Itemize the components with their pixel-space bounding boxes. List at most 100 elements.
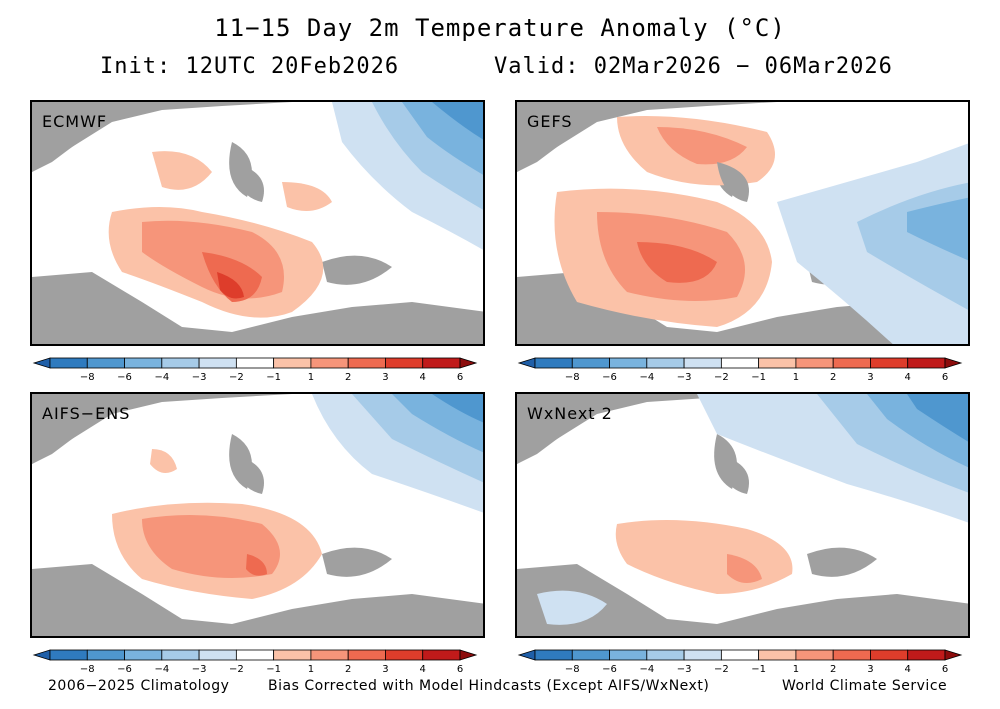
colorbar-tick-label: −8 xyxy=(565,372,580,383)
colorbar-tick-label: −2 xyxy=(714,664,729,675)
colorbar-tick-label: 2 xyxy=(830,664,836,675)
colorbar-bin xyxy=(273,649,312,661)
colorbar-bin xyxy=(571,649,610,661)
warm-anomaly xyxy=(112,449,322,599)
colorbar-bin xyxy=(124,649,163,661)
panel-label-wxnext2: WxNext 2 xyxy=(527,404,613,423)
colorbar-end-high xyxy=(459,649,478,661)
colorbar-bin xyxy=(310,357,349,369)
map-panel-gefs: GEFS xyxy=(515,100,970,346)
colorbar-tick-label: −6 xyxy=(117,664,132,675)
colorbar-tick-label: −1 xyxy=(266,664,281,675)
sea xyxy=(517,102,749,202)
colorbar-tick-label: −1 xyxy=(751,372,766,383)
colorbar-tick-label: −8 xyxy=(80,664,95,675)
colorbar-tick-label: 4 xyxy=(420,372,426,383)
colorbar-tick-label: −1 xyxy=(751,664,766,675)
anomaly-map-aifs-ens xyxy=(32,394,483,636)
sea xyxy=(32,394,264,494)
colorbar-tick-label: −3 xyxy=(192,664,207,675)
colorbar-tick-label: −6 xyxy=(602,372,617,383)
colorbar-bin xyxy=(795,649,834,661)
colorbar-tick-label: 6 xyxy=(942,664,948,675)
colorbar-bin xyxy=(832,357,871,369)
colorbar-bin xyxy=(609,357,648,369)
warm-anomaly xyxy=(554,116,775,327)
colorbar-bin xyxy=(273,357,312,369)
colorbar-tick-label: −2 xyxy=(229,372,244,383)
colorbar-legend: −8−6−4−3−2−1123468 xyxy=(32,357,478,383)
colorbar-tick-label: 6 xyxy=(457,664,463,675)
colorbar-bin xyxy=(907,357,946,369)
colorbar-tick-label: −3 xyxy=(192,372,207,383)
colorbar-tick-label: 2 xyxy=(345,372,351,383)
colorbar-tick-label: 6 xyxy=(457,372,463,383)
colorbar-bin xyxy=(124,357,163,369)
chart-title: 11−15 Day 2m Temperature Anomaly (°C) xyxy=(214,14,786,42)
footer-bias-note: Bias Corrected with Model Hindcasts (Exc… xyxy=(268,678,710,694)
cold-anomaly xyxy=(777,143,968,344)
map-panel-aifs-ens: AIFS−ENS xyxy=(30,392,485,638)
colorbar-bin xyxy=(235,357,275,369)
anomaly-map-ecmwf xyxy=(32,102,483,344)
colorbar-tick-label: −8 xyxy=(565,664,580,675)
colorbar-tick-label: −1 xyxy=(266,372,281,383)
colorbar-tick-label: 4 xyxy=(905,372,911,383)
colorbar-bin xyxy=(758,357,797,369)
colorbar-bin xyxy=(795,357,834,369)
colorbar-bin xyxy=(385,357,424,369)
colorbar-tick-label: 3 xyxy=(867,664,873,675)
colorbar-bin xyxy=(534,649,573,661)
colorbar-tick-label: 1 xyxy=(308,372,314,383)
footer-credit: World Climate Service xyxy=(782,678,948,694)
valid-period: Valid: 02Mar2026 − 06Mar2026 xyxy=(494,54,893,79)
colorbar-bin xyxy=(49,357,88,369)
colorbar-tick-label: −4 xyxy=(154,664,169,675)
colorbar-bin xyxy=(198,357,237,369)
init-time: Init: 12UTC 20Feb2026 xyxy=(100,54,400,79)
warm-anomaly xyxy=(108,151,332,318)
colorbar-end-high xyxy=(944,357,963,369)
colorbar-end-low xyxy=(517,649,536,661)
colorbar-tick-label: 4 xyxy=(420,664,426,675)
colorbar-tick-label: −3 xyxy=(677,372,692,383)
colorbar-bin xyxy=(49,649,88,661)
colorbar-bin xyxy=(198,649,237,661)
colorbar-bin xyxy=(422,649,461,661)
colorbar-bin xyxy=(310,649,349,661)
colorbar-bin xyxy=(646,357,685,369)
colorbar-tick-label: −4 xyxy=(639,372,654,383)
colorbar-bottom-right: −8−6−4−3−2−1123468 xyxy=(505,648,975,688)
colorbar-bin xyxy=(870,649,909,661)
colorbar-tick-label: 1 xyxy=(793,664,799,675)
colorbar-top-left: −8−6−4−3−2−1123468 xyxy=(20,356,490,396)
panel-label-gefs: GEFS xyxy=(527,112,573,131)
colorbar-end-high xyxy=(459,357,478,369)
colorbar-tick-label: 1 xyxy=(308,664,314,675)
colorbar-bin xyxy=(235,649,275,661)
colorbar-bin xyxy=(347,357,386,369)
colorbar-bin xyxy=(683,357,722,369)
colorbar-bin xyxy=(86,357,125,369)
footer-climatology: 2006−2025 Climatology xyxy=(48,678,230,694)
colorbar-end-low xyxy=(32,357,51,369)
colorbar-tick-label: 2 xyxy=(830,372,836,383)
colorbar-tick-label: 6 xyxy=(942,372,948,383)
colorbar-tick-label: 1 xyxy=(793,372,799,383)
colorbar-bin xyxy=(534,357,573,369)
colorbar-bin xyxy=(385,649,424,661)
colorbar-bin xyxy=(86,649,125,661)
cold-anomaly xyxy=(332,102,483,250)
colorbar-bin xyxy=(646,649,685,661)
colorbar-legend: −8−6−4−3−2−1123468 xyxy=(517,357,963,383)
colorbar-bin xyxy=(907,649,946,661)
colorbar-tick-label: −4 xyxy=(154,372,169,383)
sea xyxy=(32,102,264,202)
anomaly-map-gefs xyxy=(517,102,968,344)
colorbar-bin xyxy=(161,649,200,661)
colorbar-tick-label: −8 xyxy=(80,372,95,383)
colorbar-bin xyxy=(720,649,760,661)
colorbar-bin xyxy=(758,649,797,661)
colorbar-legend: −8−6−4−3−2−1123468 xyxy=(32,649,478,675)
map-panel-wxnext2: WxNext 2 xyxy=(515,392,970,638)
